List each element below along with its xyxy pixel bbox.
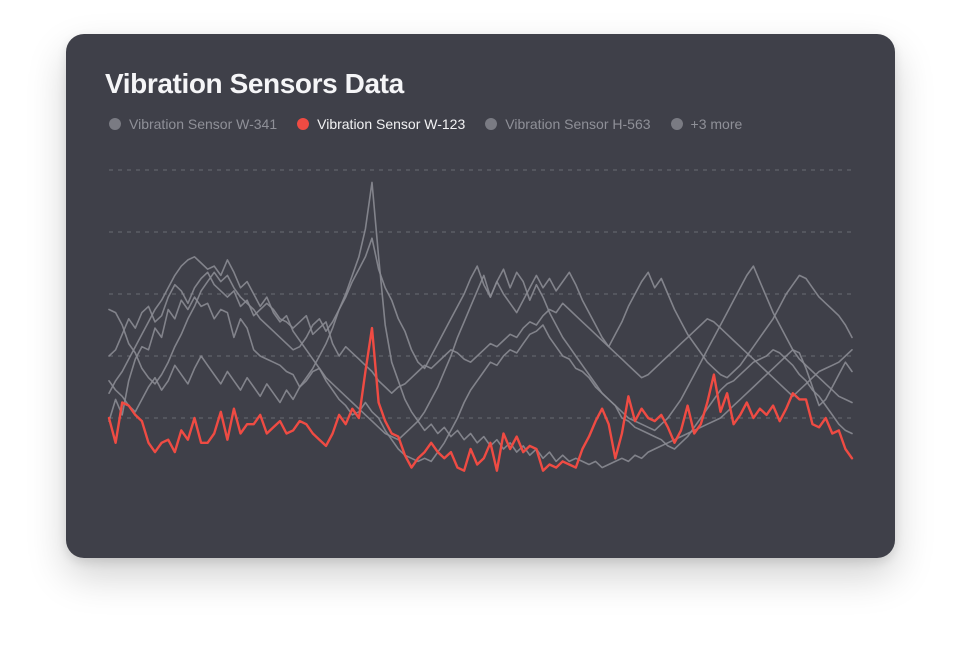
legend-dot-icon (670, 118, 683, 130)
legend-label: Vibration Sensor H-563 (505, 116, 651, 132)
series-line-1[interactable] (108, 296, 853, 463)
chart-title: Vibration Sensors Data (105, 68, 404, 99)
legend-item-sensor-w-341[interactable]: Vibration Sensor W-341 (109, 116, 277, 132)
series-line-2[interactable] (108, 271, 853, 398)
legend-dot-icon (297, 118, 310, 130)
series-line-3[interactable] (108, 181, 853, 469)
legend-label: Vibration Sensor W-341 (129, 116, 278, 132)
legend-dot-icon (485, 118, 498, 130)
legend-label: +3 more (690, 116, 743, 132)
chart-legend: Vibration Sensor W-341 Vibration Sensor … (109, 116, 762, 132)
series-line-4[interactable] (108, 256, 853, 441)
legend-item-more[interactable]: +3 more (670, 116, 743, 132)
line-chart-plot (107, 169, 854, 472)
legend-item-sensor-w-123[interactable]: Vibration Sensor W-123 (297, 116, 465, 132)
chart-card: Vibration Sensors Data Vibration Sensor … (66, 34, 895, 558)
series-line-highlighted[interactable] (107, 326, 854, 472)
legend-item-sensor-h-563[interactable]: Vibration Sensor H-563 (485, 116, 651, 132)
legend-dot-icon (109, 118, 121, 130)
series-line-5[interactable] (108, 237, 853, 385)
legend-label: Vibration Sensor W-123 (317, 116, 466, 132)
